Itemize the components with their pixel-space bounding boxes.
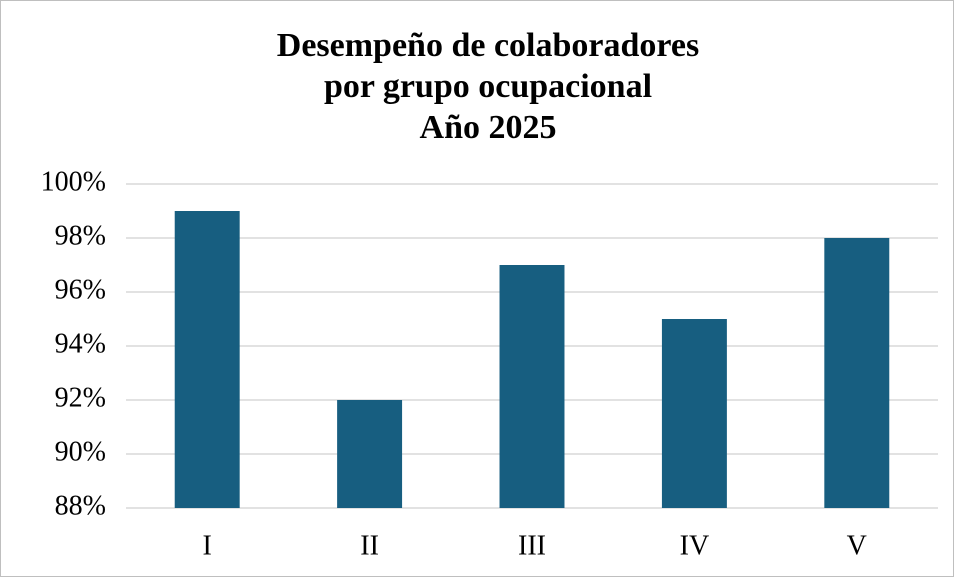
chart-title: por grupo ocupacional xyxy=(324,68,652,105)
bar xyxy=(824,238,890,508)
y-tick-label: 100% xyxy=(41,166,106,197)
y-tick-label: 88% xyxy=(55,490,106,521)
bar xyxy=(337,400,403,508)
bar xyxy=(174,211,240,508)
y-tick-label: 96% xyxy=(55,274,106,305)
x-tick-label: III xyxy=(518,530,546,561)
bar xyxy=(499,265,565,508)
x-tick-label: II xyxy=(360,530,379,561)
chart-title: Desempeño de colaboradores xyxy=(277,27,699,64)
x-tick-label: I xyxy=(203,530,212,561)
y-tick-label: 98% xyxy=(55,220,106,251)
bar xyxy=(661,319,727,508)
y-tick-label: 94% xyxy=(55,328,106,359)
y-tick-label: 90% xyxy=(55,436,106,467)
x-tick-label: IV xyxy=(680,530,710,561)
x-tick-label: V xyxy=(847,530,867,561)
y-tick-label: 92% xyxy=(55,382,106,413)
chart-title: Año 2025 xyxy=(420,109,557,146)
